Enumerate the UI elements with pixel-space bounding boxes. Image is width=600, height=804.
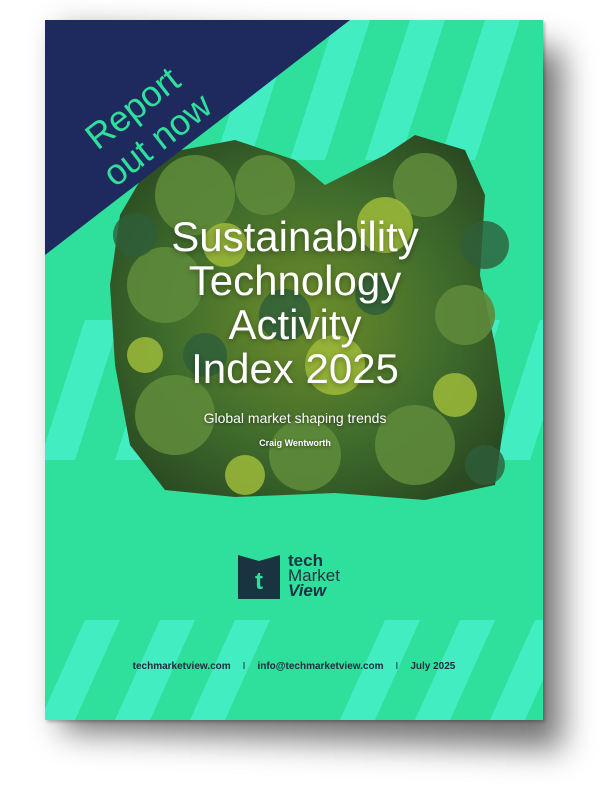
footer-email-link[interactable]: info@techmarketview.com: [257, 661, 384, 672]
forest-canopy-image: [110, 135, 509, 500]
report-subtitle: Global market shaping trends: [203, 410, 387, 426]
title-line-4: Index 2025: [191, 345, 399, 392]
logo-wordmark: tech Market View: [288, 550, 340, 600]
techmarketview-logo[interactable]: t tech Market View: [238, 551, 340, 599]
logo-line-tech: tech: [288, 550, 323, 570]
footer-separator: I: [395, 661, 399, 672]
report-cover[interactable]: Report out now Sustainability Technology…: [45, 20, 543, 720]
logo-line-view: View: [288, 580, 327, 600]
title-line-2: Technology: [188, 257, 402, 304]
cover-footer: techmarketview.com I info@techmarketview…: [45, 661, 543, 672]
report-title: Sustainability Technology Activity Index…: [95, 215, 495, 391]
footer-separator: I: [242, 661, 246, 672]
report-author: Craig Wentworth: [259, 438, 331, 448]
title-line-3: Activity: [228, 301, 362, 348]
footer-website-link[interactable]: techmarketview.com: [132, 661, 231, 672]
book-t-logo-icon: t: [238, 555, 280, 599]
title-line-1: Sustainability: [171, 213, 419, 260]
footer-date: July 2025: [410, 661, 456, 672]
logo-mark-glyph: t: [255, 568, 263, 595]
report-banner-triangle: [45, 20, 350, 255]
m-pattern-background: [45, 20, 543, 720]
logo-line-market: Market: [288, 565, 340, 585]
